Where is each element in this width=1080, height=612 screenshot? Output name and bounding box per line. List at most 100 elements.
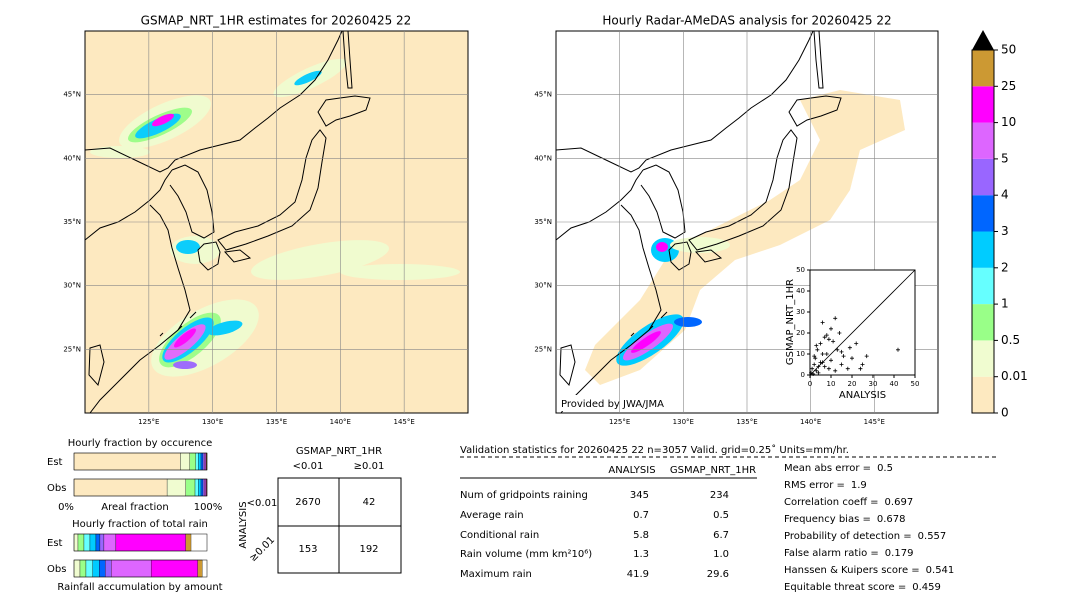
fraction-segment [89, 533, 97, 552]
fraction-segment [99, 559, 106, 578]
y-tick-label: 20 [796, 329, 805, 337]
lon-tick-label: 130°E [673, 418, 694, 426]
validation-header: Validation statistics for 20260425 22 n=… [460, 444, 849, 456]
fraction-charts: Hourly fraction by occurence Est Obs 0% Area… [47, 438, 223, 593]
y-tick-label: 0 [801, 371, 805, 379]
cell: 2670 [295, 497, 320, 508]
point [835, 347, 840, 352]
lat-tick-label: 45°N [534, 91, 552, 99]
bar-frame [73, 559, 208, 578]
point [833, 316, 838, 321]
score-value: 1.9 [851, 480, 867, 491]
fraction-segment [204, 452, 206, 471]
fraction-segment [77, 533, 85, 552]
row-label: Obs [47, 564, 66, 575]
fraction-segment [198, 452, 202, 471]
score-label: Mean abs error = [784, 463, 871, 474]
analysis-value: 0.7 [633, 510, 649, 521]
axis-label: 100% [194, 502, 223, 513]
colorbar-segment [972, 86, 994, 123]
point [811, 371, 816, 376]
fraction-segment [195, 452, 199, 471]
score-value: 0.541 [926, 565, 955, 576]
gsmap-value: 1.0 [713, 549, 729, 560]
fraction-segment [185, 533, 192, 552]
diagonal [809, 269, 916, 376]
point [815, 347, 820, 352]
fraction-segment [73, 533, 79, 552]
lat-tick-label: 40°N [534, 154, 552, 162]
colorbar-label: 25 [1001, 79, 1016, 93]
score-value: 0.459 [912, 582, 941, 593]
scatter: 0 10 20 30 40 50 0 10 20 30 40 50 ANALYSIS GSMAP_NRT_… [785, 266, 919, 401]
fraction-segment [99, 533, 105, 552]
row-label: <0.01 [247, 498, 278, 509]
point [841, 354, 846, 359]
row-title: ANALYSIS [238, 501, 249, 548]
score-label: False alarm ratio = [784, 548, 879, 559]
point [813, 356, 818, 361]
colorbar-label: 1 [1001, 297, 1009, 311]
bar-frame [73, 452, 208, 471]
row-label: Rain volume (mm km²10⁶) [460, 549, 592, 560]
score-value: 0.179 [885, 548, 914, 559]
score-label: Probability of detection = [784, 531, 912, 542]
y-tick-label: 40 [796, 287, 805, 295]
colorbar-segment [972, 195, 994, 232]
point [812, 362, 817, 367]
point [831, 339, 836, 344]
lon-tick-label: 135°E [736, 418, 757, 426]
axis-label: 0% [58, 502, 74, 513]
bar-frame [73, 478, 208, 497]
point [845, 366, 850, 371]
gsmap-value: 29.6 [707, 569, 729, 580]
panel-title: Hourly fraction by occurence [68, 438, 212, 449]
score-label: Frequency bias = [784, 514, 871, 525]
colorbar-segment [972, 122, 994, 159]
lon-tick-label: 130°E [202, 418, 223, 426]
colorbar-label: 50 [1001, 43, 1016, 57]
point [854, 341, 859, 346]
lat-tick-label: 30°N [63, 282, 81, 290]
colorbar-label: 3 [1001, 224, 1009, 238]
left-map-title: GSMAP_NRT_1HR estimates for 20260425 22 [141, 14, 412, 28]
lat-tick-label: 40°N [63, 154, 81, 162]
lat-tick-label: 35°N [63, 218, 81, 226]
panel-footer: Rainfall accumulation by amount [57, 582, 222, 593]
point [895, 347, 900, 352]
credit: Provided by JWA/JMA [561, 399, 664, 410]
point [850, 356, 854, 361]
point [829, 358, 833, 363]
point [826, 337, 831, 342]
column-label: <0.01 [293, 461, 324, 472]
colorbar-segment [972, 158, 994, 196]
x-tick-label: 30 [869, 380, 878, 388]
fraction-segment [194, 478, 199, 497]
bar-frame [73, 533, 208, 552]
table-title: GSMAP_NRT_1HR [296, 446, 382, 457]
gsmap-value: 0.5 [713, 510, 729, 521]
fraction-segment [85, 559, 93, 578]
lat-tick-label: 25°N [534, 345, 552, 353]
y-axis-label: GSMAP_NRT_1HR [785, 279, 796, 365]
fraction-segment [200, 478, 204, 497]
colorbar-segment [972, 50, 994, 87]
colorbar-label: 2 [1001, 260, 1009, 274]
point [839, 362, 844, 367]
row-label: ≥0.01 [248, 535, 277, 564]
colorbar: 0 0.01 0.5 1 2 3 4 5 10 25 50 [971, 30, 1028, 420]
lon-tick-label: 125°E [609, 418, 630, 426]
point [809, 370, 814, 375]
y-tick-label: 30 [796, 308, 805, 316]
x-tick-label: 20 [848, 380, 857, 388]
colorbar-segment [972, 304, 994, 341]
column-label: ≥0.01 [354, 461, 385, 472]
lat-tick-label: 45°N [63, 91, 81, 99]
colorbar-label: 5 [1001, 151, 1009, 165]
fraction-segment [204, 478, 206, 497]
point [829, 326, 833, 331]
point [820, 352, 825, 356]
lon-tick-label: 145°E [394, 418, 415, 426]
x-tick-label: 10 [827, 380, 836, 388]
score-value: 0.557 [918, 531, 947, 542]
